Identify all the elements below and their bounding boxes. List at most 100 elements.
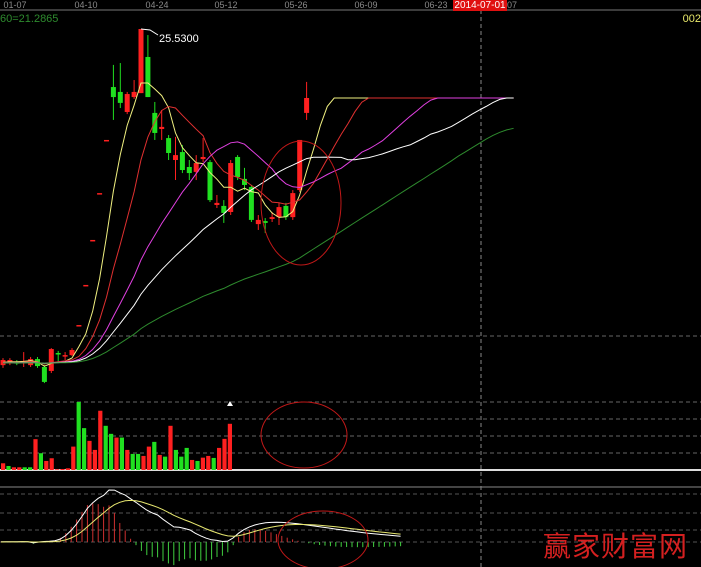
candle-down [248, 187, 254, 220]
volume-bar [76, 402, 81, 470]
volume-bar [206, 455, 211, 470]
volume-bar [98, 410, 103, 470]
date-tick: 04-24 [145, 0, 168, 10]
candle-up [297, 139, 303, 191]
volume-bar [227, 423, 232, 470]
volume-bar [125, 449, 130, 470]
highlight-circle-macd [277, 510, 369, 567]
watermark-logo: 赢家财富网 [543, 530, 689, 563]
volume-bar [168, 425, 173, 470]
ma10-line [2, 97, 514, 365]
volume-bar [6, 465, 11, 470]
volume-bar [22, 467, 27, 470]
volume-bar [141, 455, 146, 470]
volume-bar [211, 457, 216, 470]
candle-down [145, 56, 151, 98]
volume-bar [136, 453, 141, 470]
volume-bar [146, 446, 151, 470]
highlight-date: 2014-07-01 [453, 0, 507, 11]
candle-down [110, 87, 116, 98]
candle-up [159, 126, 165, 129]
ma60-label: 60=21.2865 [0, 13, 59, 25]
candle-up [69, 349, 75, 356]
candle-up [62, 355, 68, 357]
candle-up [76, 325, 82, 327]
date-tick: 06-09 [354, 0, 377, 10]
volume-bar [55, 469, 60, 470]
volume-bar [130, 453, 135, 470]
candle-down [41, 366, 47, 382]
candle-up [90, 239, 96, 242]
volume-bar [200, 457, 205, 470]
date-tick: 05-26 [284, 0, 307, 10]
volume-bar [152, 441, 157, 470]
candle-up [290, 193, 296, 218]
candle-down [186, 166, 192, 174]
volume-bar [184, 447, 189, 470]
date-tick: 07 [507, 0, 517, 10]
peak-price-label: 25.5300 [159, 33, 199, 45]
ma60-line [2, 127, 514, 364]
volume-bar [44, 460, 49, 470]
candle-down [55, 353, 61, 355]
volume-bar [17, 467, 22, 470]
candle-up [104, 139, 109, 142]
candle-up [304, 97, 310, 113]
volume-bar [60, 468, 65, 470]
candle-down [283, 205, 289, 218]
volume-bar [1, 463, 6, 470]
volume-bar [103, 425, 108, 470]
peak-leader-line [140, 28, 159, 36]
volume-marker-icon [227, 401, 233, 406]
candle-up [48, 349, 54, 371]
volume-bar [163, 456, 168, 470]
candle-down [179, 152, 185, 171]
macd-dif-line [0, 489, 401, 544]
volume-bar [38, 453, 43, 470]
volume-bar [33, 439, 38, 470]
date-tick: 06-23 [424, 0, 447, 10]
candle-up [97, 193, 103, 195]
candle-down [242, 178, 247, 185]
volume-bar [82, 428, 87, 470]
candle-up [214, 202, 220, 205]
volume-bar [195, 460, 200, 470]
stock-code: 002 [682, 13, 701, 25]
volume-bar [190, 459, 195, 470]
volume-bar [222, 438, 227, 470]
volume-bar [114, 437, 119, 470]
candle-down [235, 156, 241, 178]
macd-dea-line [0, 499, 401, 543]
candle-up [193, 163, 199, 172]
candle-up [138, 29, 144, 94]
ma20-line [2, 97, 514, 365]
candle-up [200, 156, 206, 160]
volume-bar [11, 467, 16, 470]
candle-up [124, 94, 130, 112]
volume-bar [65, 468, 70, 470]
volume-bar [179, 456, 184, 470]
volume-bar [217, 447, 222, 470]
candle-down [221, 205, 227, 213]
volume-bar [87, 440, 92, 470]
highlight-circle-price [260, 140, 342, 266]
candle-down [207, 162, 213, 201]
candle-up [173, 155, 178, 161]
candle-up [131, 91, 137, 98]
volume-bar [92, 449, 97, 470]
volume-bar [49, 458, 54, 470]
candle-down [117, 91, 123, 103]
volume-bar [109, 433, 114, 470]
candle-up [276, 207, 282, 218]
candle-up [255, 219, 261, 225]
date-tick: 01-07 [3, 0, 26, 10]
date-tick: 04-10 [74, 0, 97, 10]
volume-bar [119, 437, 124, 470]
ma30-line [2, 97, 514, 364]
candle-up [269, 217, 275, 219]
candle-down [166, 138, 172, 154]
highlight-circle-volume [260, 401, 348, 469]
volume-bar [28, 467, 33, 470]
